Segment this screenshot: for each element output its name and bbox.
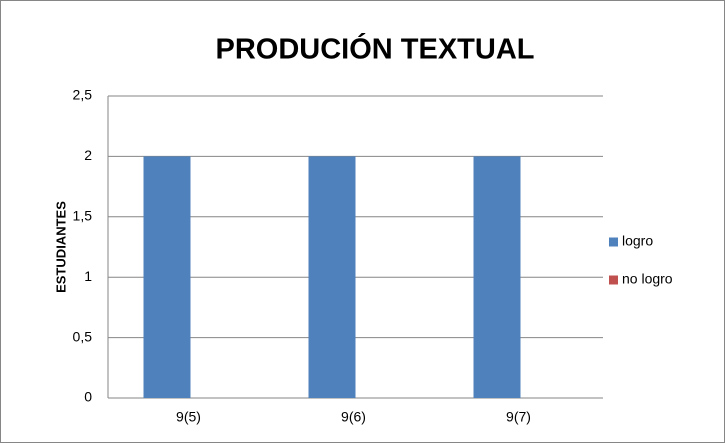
legend-label: no logro [622,271,673,287]
x-tick-label: 9(6) [341,409,366,425]
y-tick-label: 0 [84,389,92,405]
legend-swatch [609,237,618,247]
y-tick-label: 0,5 [73,328,93,344]
y-tick-label: 2,5 [73,87,93,103]
y-tick-label: 2 [84,147,92,163]
bar [308,156,356,398]
y-tick-label: 1,5 [73,208,93,224]
x-tick-label: 9(7) [506,409,531,425]
legend-label: logro [622,233,653,249]
y-axis-label: ESTUDIANTES [53,201,68,293]
legend-swatch [609,275,618,285]
bar [143,156,191,398]
x-tick-label: 9(5) [176,409,201,425]
chart-title: PRODUCIÓN TEXTUAL [216,32,535,66]
y-tick-label: 1 [84,268,92,284]
bar [473,156,521,398]
